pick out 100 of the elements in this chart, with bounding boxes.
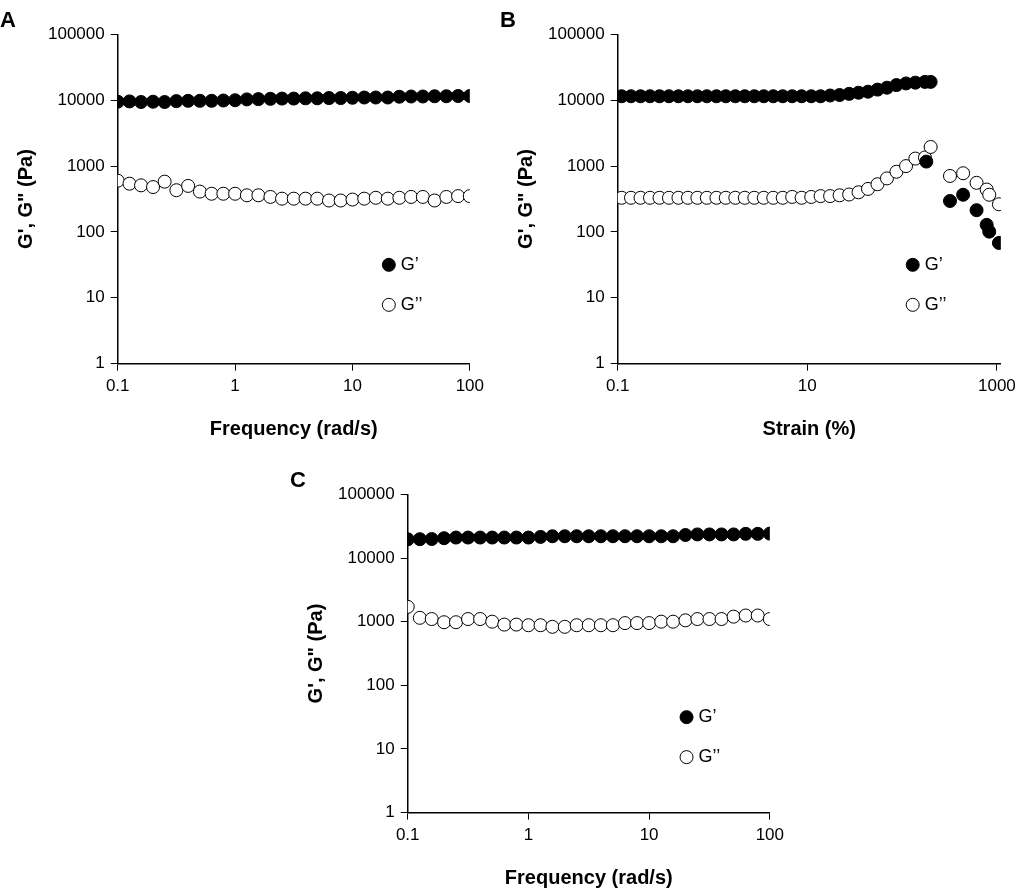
y-tick-label: 10 bbox=[85, 287, 105, 307]
point bbox=[181, 93, 196, 108]
point bbox=[439, 89, 454, 104]
point bbox=[509, 530, 524, 545]
legend-label: G’’ bbox=[400, 293, 423, 314]
point bbox=[617, 529, 632, 544]
y-tick-label: 100 bbox=[76, 221, 105, 241]
x-tick-label: 0.1 bbox=[605, 376, 630, 396]
legend-label: G’ bbox=[924, 253, 943, 274]
point bbox=[956, 187, 971, 202]
y-tick-label: 1000 bbox=[66, 155, 105, 175]
point bbox=[726, 609, 741, 624]
y-tick-label: 10000 bbox=[57, 89, 105, 109]
x-tick-label: 0.1 bbox=[395, 825, 420, 845]
point bbox=[345, 192, 360, 207]
y-tick-label: 10000 bbox=[557, 89, 605, 109]
point bbox=[678, 528, 693, 543]
chart-title: A bbox=[0, 7, 16, 33]
point bbox=[533, 529, 548, 544]
point bbox=[690, 612, 705, 627]
point bbox=[228, 93, 243, 108]
x-tick-label: 1000 bbox=[977, 376, 1016, 396]
point bbox=[424, 612, 439, 627]
point bbox=[122, 94, 137, 109]
point bbox=[412, 532, 427, 547]
y-tick-label: 100 bbox=[576, 221, 605, 241]
point bbox=[204, 186, 219, 201]
point bbox=[605, 618, 620, 633]
point bbox=[204, 93, 219, 108]
point bbox=[879, 171, 894, 186]
point bbox=[593, 529, 608, 544]
point bbox=[738, 526, 753, 541]
point bbox=[251, 188, 266, 203]
point bbox=[581, 529, 596, 544]
point bbox=[642, 616, 657, 631]
point bbox=[192, 184, 207, 199]
point bbox=[485, 530, 500, 545]
point bbox=[439, 189, 454, 204]
point bbox=[545, 619, 560, 634]
point bbox=[412, 610, 427, 625]
point bbox=[357, 90, 372, 105]
point bbox=[392, 89, 407, 104]
point bbox=[899, 159, 914, 174]
point bbox=[738, 608, 753, 623]
legend-label: G’’ bbox=[698, 746, 721, 767]
y-tick-label: 1000 bbox=[566, 155, 605, 175]
point bbox=[630, 529, 645, 544]
point bbox=[146, 180, 161, 195]
point bbox=[357, 191, 372, 206]
y-tick-label: 100 bbox=[366, 675, 395, 695]
point bbox=[521, 530, 536, 545]
point bbox=[404, 89, 419, 104]
point bbox=[702, 527, 717, 542]
x-axis-title: Frequency (rad/s) bbox=[209, 416, 378, 439]
point bbox=[451, 89, 466, 103]
y-tick-label: 1 bbox=[595, 353, 605, 373]
y-axis-title: G', G" (Pa) bbox=[13, 149, 36, 249]
point bbox=[750, 608, 765, 623]
point bbox=[654, 614, 669, 629]
point bbox=[521, 618, 536, 633]
point bbox=[298, 91, 313, 106]
point bbox=[448, 615, 463, 630]
y-tick-label: 1 bbox=[95, 353, 105, 373]
point bbox=[461, 530, 476, 545]
y-axis-title: G', G" (Pa) bbox=[303, 603, 326, 704]
point bbox=[321, 193, 336, 208]
point bbox=[473, 530, 488, 545]
point bbox=[333, 193, 348, 208]
point bbox=[581, 618, 596, 633]
point bbox=[310, 91, 325, 106]
point bbox=[251, 92, 266, 107]
point bbox=[630, 616, 645, 631]
chart-title: C bbox=[290, 467, 306, 493]
x-tick-label: 1 bbox=[523, 825, 534, 845]
y-tick-label: 1 bbox=[385, 802, 395, 822]
point bbox=[415, 89, 430, 104]
point bbox=[557, 619, 572, 634]
point bbox=[690, 527, 705, 542]
point bbox=[485, 614, 500, 629]
point bbox=[263, 189, 278, 204]
point bbox=[368, 190, 383, 205]
point bbox=[192, 93, 207, 108]
point bbox=[169, 94, 184, 109]
legend-label: G’ bbox=[400, 253, 419, 274]
x-tick-label: 0.1 bbox=[105, 376, 130, 396]
point bbox=[889, 164, 904, 179]
point bbox=[216, 93, 231, 108]
point bbox=[726, 527, 741, 542]
point bbox=[239, 188, 254, 203]
point bbox=[228, 186, 243, 201]
point bbox=[497, 530, 512, 545]
y-tick-label: 10 bbox=[375, 738, 395, 758]
point bbox=[169, 183, 184, 198]
x-tick-label: 10 bbox=[639, 825, 659, 845]
y-tick-label: 100000 bbox=[337, 484, 395, 504]
point bbox=[451, 189, 466, 204]
y-tick-label: 10 bbox=[585, 287, 605, 307]
point bbox=[437, 615, 452, 630]
point bbox=[275, 191, 289, 206]
point bbox=[533, 618, 548, 633]
